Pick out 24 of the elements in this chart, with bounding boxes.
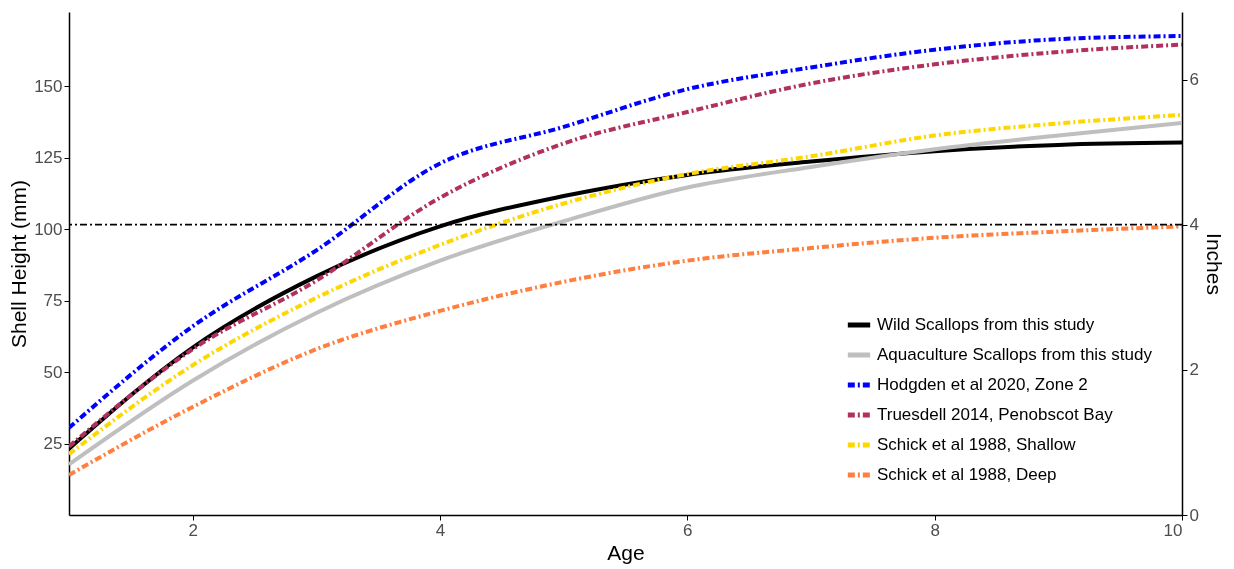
- y2-tick-label: 0: [1189, 505, 1199, 525]
- legend-label: Aquaculture Scallops from this study: [877, 345, 1153, 364]
- x-axis-title: Age: [607, 540, 645, 564]
- x-tick-label: 10: [1163, 520, 1183, 540]
- legend-label: Schick et al 1988, Deep: [877, 465, 1057, 484]
- legend-label: Truesdell 2014, Penobscot Bay: [877, 405, 1114, 424]
- legend-label: Hodgden et al 2020, Zone 2: [877, 375, 1088, 394]
- x-tick-label: 4: [435, 520, 446, 540]
- y-axis-title: Shell Height (mm): [7, 179, 31, 349]
- legend-label: Schick et al 1988, Shallow: [877, 435, 1077, 454]
- x-tick-label: 2: [188, 520, 198, 540]
- y-tick-label: 50: [43, 362, 63, 382]
- y-tick-label: 25: [43, 434, 63, 454]
- y2-tick-label: 6: [1189, 70, 1199, 89]
- y2-tick-label: 2: [1189, 360, 1199, 380]
- legend-label: Wild Scallops from this study: [877, 315, 1095, 334]
- y-tick-label: 75: [43, 291, 63, 311]
- y-tick-label: 125: [34, 148, 63, 168]
- y-tick-label: 150: [34, 76, 63, 96]
- x-tick-label: 6: [683, 520, 693, 540]
- x-tick-label: 8: [930, 520, 940, 540]
- y-tick-label: 100: [34, 219, 63, 239]
- y2-axis-title: Inches: [1202, 233, 1226, 295]
- y2-tick-label: 4: [1189, 215, 1199, 235]
